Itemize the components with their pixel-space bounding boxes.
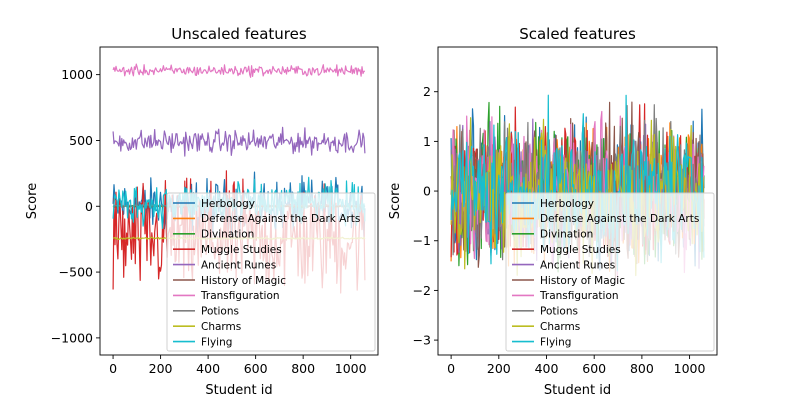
y-tick-label: 0 bbox=[85, 199, 93, 214]
legend-entry: Muggle Studies bbox=[540, 244, 621, 256]
x-tick-label: 0 bbox=[447, 361, 455, 376]
legend-entry: Herbology bbox=[540, 198, 594, 210]
x-axis-label: Student id bbox=[205, 383, 272, 398]
legend-entry: Potions bbox=[201, 306, 239, 318]
y-tick-label: 2 bbox=[423, 84, 431, 99]
x-tick-label: 1000 bbox=[674, 361, 706, 376]
legend-entry: History of Magic bbox=[201, 275, 286, 287]
x-axis-label: Student id bbox=[544, 383, 611, 398]
y-tick-label: −2 bbox=[413, 283, 431, 298]
legend-entry: History of Magic bbox=[540, 275, 625, 287]
legend-entry: Defense Against the Dark Arts bbox=[540, 213, 699, 225]
legend-entry: Transfiguration bbox=[200, 290, 280, 302]
chart-panel-2: 0 200 400 600 800 1000 −3 −2 −1 0 1 2 Scaled feature… bbox=[388, 25, 718, 398]
x-tick-label: 400 bbox=[196, 361, 220, 376]
x-tick-label: 400 bbox=[535, 361, 559, 376]
series-line-ancient-runes bbox=[112, 126, 366, 157]
legend-entry: Herbology bbox=[201, 198, 255, 210]
y-axis-label: Score bbox=[388, 183, 403, 219]
y-tick-label: −500 bbox=[59, 265, 93, 280]
y-tick-label: 1 bbox=[423, 134, 431, 149]
legend-entry: Potions bbox=[540, 306, 578, 318]
legend-entry: Ancient Runes bbox=[540, 259, 615, 271]
y-tick-label: 1000 bbox=[61, 67, 93, 82]
series-line-transfiguration bbox=[112, 63, 365, 78]
y-tick-label: 500 bbox=[69, 133, 93, 148]
legend-entry: Divination bbox=[201, 229, 254, 241]
y-tick-label: −1 bbox=[413, 233, 431, 248]
legend-entry: Muggle Studies bbox=[201, 244, 282, 256]
legend: Herbology Defense Against the Dark Arts Di… bbox=[505, 192, 715, 352]
chart-title: Unscaled features bbox=[171, 25, 307, 43]
legend-box bbox=[166, 192, 376, 352]
chart-panel-1: 0 200 400 600 800 1000 −1000 −500 0 500 1000 Unscal… bbox=[25, 25, 379, 398]
axes-frame bbox=[437, 46, 718, 356]
legend-entry: Ancient Runes bbox=[201, 259, 276, 271]
x-tick-label: 200 bbox=[487, 361, 511, 376]
y-tick-label: −3 bbox=[413, 333, 431, 348]
axes-frame bbox=[99, 46, 379, 356]
legend-entry: Charms bbox=[201, 321, 241, 333]
legend: Herbology Defense Against the Dark Arts Di… bbox=[166, 192, 376, 352]
y-axis-label: Score bbox=[25, 183, 40, 219]
legend-entry: Divination bbox=[540, 229, 593, 241]
chart-title: Scaled features bbox=[519, 25, 636, 43]
y-tick-label: −1000 bbox=[51, 330, 93, 345]
legend-entry: Flying bbox=[201, 336, 232, 348]
x-tick-label: 600 bbox=[244, 361, 268, 376]
y-tick-label: 0 bbox=[423, 184, 431, 199]
x-tick-label: 0 bbox=[109, 361, 117, 376]
x-tick-label: 600 bbox=[582, 361, 606, 376]
x-tick-label: 800 bbox=[630, 361, 654, 376]
legend-box bbox=[505, 192, 715, 352]
x-tick-label: 1000 bbox=[335, 361, 367, 376]
legend-entry: Transfiguration bbox=[539, 290, 619, 302]
legend-entry: Defense Against the Dark Arts bbox=[201, 213, 360, 225]
legend-entry: Flying bbox=[540, 336, 571, 348]
legend-entry: Charms bbox=[540, 321, 580, 333]
x-tick-label: 800 bbox=[291, 361, 315, 376]
x-tick-label: 200 bbox=[149, 361, 173, 376]
